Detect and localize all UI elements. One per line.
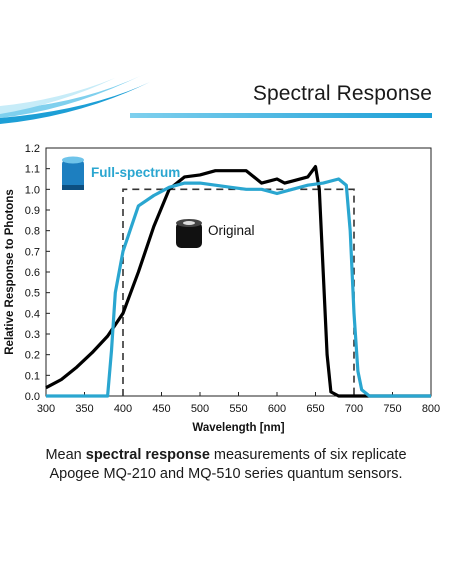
caption-text-1: Mean — [45, 447, 86, 463]
x-tick-label: 450 — [152, 403, 170, 415]
y-tick-label: 0.5 — [25, 288, 40, 300]
y-axis-label: Relative Response to Photons — [4, 189, 16, 355]
y-tick-label: 1.0 — [25, 184, 40, 196]
y-tick-label: 0.4 — [25, 308, 40, 320]
original-sensor-icon — [176, 219, 202, 248]
x-tick-label: 650 — [306, 403, 324, 415]
x-tick-label: 750 — [383, 403, 401, 415]
x-tick-label: 300 — [37, 403, 55, 415]
legend-icons — [62, 156, 202, 248]
x-axis-label: Wavelength [nm] — [192, 422, 284, 434]
series-full-spectrum-line — [46, 177, 431, 398]
header-swoosh-graphic — [0, 76, 150, 124]
y-tick-label: 0.8 — [25, 226, 40, 238]
figure-caption: Mean spectral response measurements of s… — [10, 446, 442, 484]
y-tick-label: 0.6 — [25, 267, 40, 279]
full-spectrum-sensor-icon — [62, 156, 84, 190]
y-tick-label: 0.9 — [25, 205, 40, 217]
x-tick-label: 400 — [114, 403, 132, 415]
caption-bold-term: spectral response — [85, 447, 210, 463]
plot-frame — [45, 147, 432, 397]
header-accent-rule — [130, 113, 432, 118]
x-tick-label: 350 — [75, 403, 93, 415]
y-tick-label: 0.2 — [25, 350, 40, 362]
legend-label-full-spectrum: Full-spectrum — [91, 165, 180, 180]
spectral-response-chart: 300 350 400 450 500 550 600 650 700 750 800 0.0 0.1 0… — [4, 143, 440, 434]
caption-text-2: measurements of six replicate — [209, 447, 407, 463]
x-tick-label: 550 — [229, 403, 247, 415]
caption-line-1: Mean spectral response measurements of s… — [10, 446, 442, 465]
caption-line-2: Apogee MQ-210 and MQ-510 series quantum … — [49, 466, 403, 482]
y-tick-label: 0.7 — [25, 246, 40, 258]
x-tick-label: 500 — [191, 403, 209, 415]
y-tick-label: 1.2 — [25, 143, 40, 155]
y-tick-label: 0.1 — [25, 370, 40, 382]
series-original-line — [45, 165, 431, 398]
page-title: Spectral Response — [252, 82, 432, 105]
x-tick-label: 800 — [422, 403, 440, 415]
y-tick-label: 0.0 — [25, 391, 40, 403]
y-tick-label: 0.3 — [25, 329, 40, 341]
x-tick-label: 700 — [345, 403, 363, 415]
x-tick-label: 600 — [268, 403, 286, 415]
y-tick-label: 1.1 — [25, 164, 40, 176]
legend-label-original: Original — [208, 223, 255, 238]
